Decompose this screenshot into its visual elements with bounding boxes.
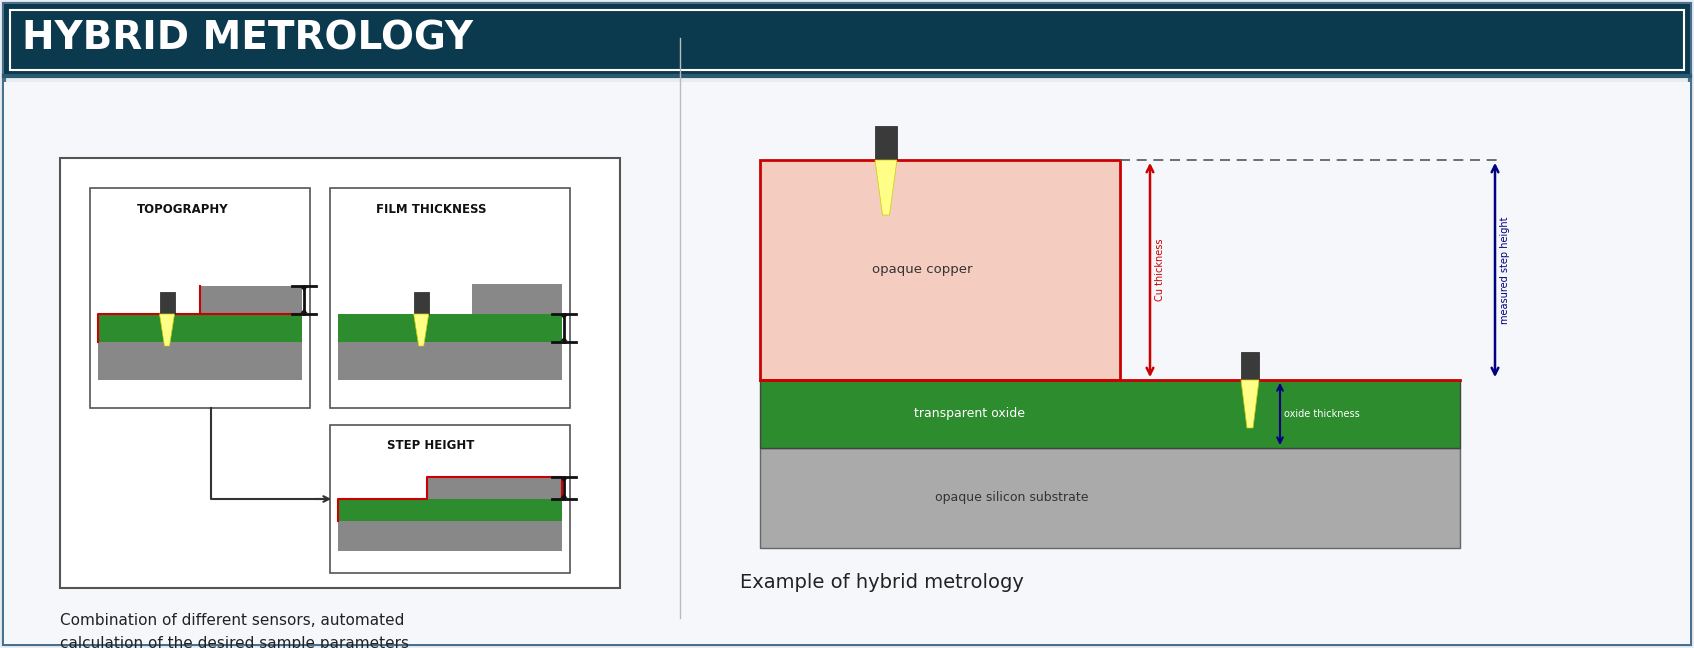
FancyBboxPatch shape (98, 342, 302, 380)
Polygon shape (876, 160, 898, 215)
FancyBboxPatch shape (339, 521, 562, 551)
FancyBboxPatch shape (876, 126, 898, 160)
Text: Example of hybrid metrology: Example of hybrid metrology (740, 573, 1023, 592)
FancyBboxPatch shape (330, 188, 569, 408)
FancyBboxPatch shape (3, 4, 1691, 644)
Text: opaque silicon substrate: opaque silicon substrate (935, 491, 1089, 505)
Text: oxide thickness: oxide thickness (1284, 409, 1360, 419)
FancyBboxPatch shape (330, 425, 569, 573)
Polygon shape (561, 315, 567, 319)
Polygon shape (300, 287, 308, 291)
Text: transparent oxide: transparent oxide (915, 408, 1025, 421)
FancyBboxPatch shape (90, 188, 310, 408)
Text: HYBRID METROLOGY: HYBRID METROLOGY (22, 19, 473, 57)
Polygon shape (561, 337, 567, 341)
FancyBboxPatch shape (413, 292, 429, 314)
FancyBboxPatch shape (3, 4, 1691, 76)
Text: Combination of different sensors, automated: Combination of different sensors, automa… (59, 613, 405, 628)
FancyBboxPatch shape (339, 342, 562, 380)
FancyBboxPatch shape (98, 314, 302, 342)
FancyBboxPatch shape (339, 499, 562, 521)
FancyBboxPatch shape (761, 380, 1460, 448)
FancyBboxPatch shape (339, 314, 562, 342)
Text: calculation of the desired sample parameters: calculation of the desired sample parame… (59, 636, 408, 648)
Text: measured step height: measured step height (1499, 216, 1509, 324)
FancyBboxPatch shape (761, 448, 1460, 548)
FancyBboxPatch shape (200, 286, 302, 314)
FancyBboxPatch shape (473, 284, 562, 314)
Text: Cu thickness: Cu thickness (1155, 238, 1165, 301)
FancyBboxPatch shape (1242, 352, 1259, 380)
Polygon shape (1242, 380, 1259, 428)
Polygon shape (561, 494, 567, 498)
Text: STEP HEIGHT: STEP HEIGHT (388, 439, 474, 452)
Text: TOPOGRAPHY: TOPOGRAPHY (137, 203, 229, 216)
Text: FILM THICKNESS: FILM THICKNESS (376, 203, 486, 216)
FancyBboxPatch shape (159, 292, 174, 314)
Polygon shape (561, 478, 567, 482)
Polygon shape (300, 309, 308, 313)
FancyBboxPatch shape (427, 477, 562, 499)
Polygon shape (159, 314, 174, 346)
Text: opaque copper: opaque copper (872, 264, 972, 277)
FancyBboxPatch shape (761, 160, 1120, 380)
FancyBboxPatch shape (3, 82, 1691, 644)
FancyBboxPatch shape (59, 158, 620, 588)
Polygon shape (413, 314, 429, 346)
